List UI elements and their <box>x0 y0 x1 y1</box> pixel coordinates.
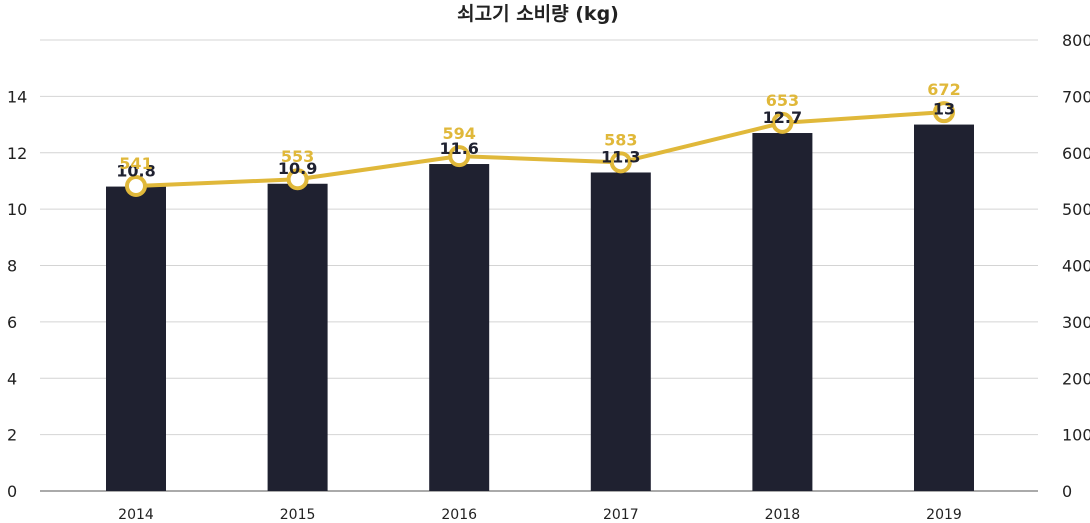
x-axis-tick-label: 2016 <box>441 507 477 523</box>
bar-data-label: 10.9 <box>278 159 317 178</box>
data-labels: 10.8 10.9 11.6 11.3 12.7 13 541 553 594 583 653 672 <box>116 80 960 180</box>
bar <box>429 164 490 491</box>
line-path <box>135 110 945 189</box>
line-data-label: 541 <box>119 154 152 173</box>
right-axis-tick-label: 0 <box>1062 482 1072 501</box>
left-axis-tick-label: 2 <box>7 426 17 445</box>
left-axis-tick-label: 10 <box>7 200 27 219</box>
right-axis-tick-label: 300 <box>1062 313 1090 332</box>
line-data-label: 583 <box>604 130 637 149</box>
bar <box>914 124 974 491</box>
left-axis-tick-label: 0 <box>7 482 17 501</box>
left-axis-tick-label: 4 <box>7 369 17 388</box>
bar-data-label: 12.7 <box>763 108 802 127</box>
line-point <box>125 175 147 198</box>
grid-lines <box>40 39 1038 492</box>
bar <box>752 133 813 492</box>
x-axis-tick-label: 2019 <box>926 507 962 523</box>
bar-data-label: 11.6 <box>439 139 478 158</box>
right-axis-tick-label: 400 <box>1062 257 1090 276</box>
left-axis-tick-label: 8 <box>7 257 17 276</box>
line-point <box>609 151 632 174</box>
line-point <box>933 101 955 124</box>
bar-data-label: 11.3 <box>601 147 640 166</box>
line-point <box>771 111 794 134</box>
right-axis-tick-label: 200 <box>1062 369 1090 388</box>
line-data-label: 672 <box>927 80 960 99</box>
right-axis-tick-label: 800 <box>1062 31 1090 50</box>
line-point <box>286 168 309 191</box>
left-axis-tick-label: 14 <box>7 87 27 106</box>
axis-ticks: 0 2 4 6 8 10 12 14 0 100 200 300 400 500 600 700 800 2014… <box>7 31 1090 523</box>
line-data-label: 553 <box>281 147 314 166</box>
x-axis-tick-label: 2017 <box>603 507 639 523</box>
line-data-label: 594 <box>442 124 475 143</box>
bar-series <box>106 124 974 492</box>
left-axis-tick-label: 6 <box>7 313 17 332</box>
bar <box>590 172 651 491</box>
bar-data-label: 10.8 <box>116 162 155 181</box>
left-axis-tick-label: 12 <box>7 144 27 163</box>
bar <box>267 183 328 491</box>
x-axis-tick-label: 2014 <box>118 507 154 523</box>
line-point <box>448 145 471 168</box>
bar <box>106 186 166 491</box>
line-series <box>125 101 955 198</box>
right-axis-tick-label: 100 <box>1062 426 1090 445</box>
right-axis-tick-label: 500 <box>1062 200 1090 219</box>
x-axis-tick-label: 2015 <box>280 507 316 523</box>
right-axis-tick-label: 600 <box>1062 144 1090 163</box>
chart-title: 쇠고기 소비량 (kg) <box>457 3 619 25</box>
line-data-label: 653 <box>766 91 799 110</box>
bar-data-label: 13 <box>933 100 955 119</box>
x-axis-tick-label: 2018 <box>765 507 801 523</box>
right-axis-tick-label: 700 <box>1062 87 1090 106</box>
